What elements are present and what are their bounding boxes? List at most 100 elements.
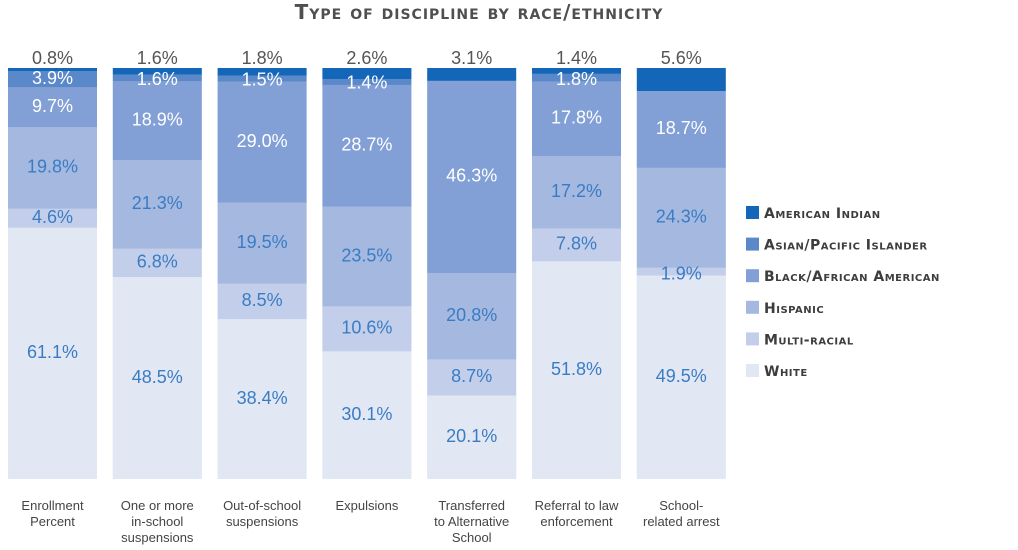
legend: American Indian Asian/Pacific Islander Bla… xyxy=(746,206,940,380)
bar-segment-black-african-american xyxy=(532,81,621,157)
bar-segment-multi-racial xyxy=(112,248,202,278)
legend-item-american-indian: American Indian xyxy=(746,206,881,222)
bar-segment-hispanic xyxy=(636,167,726,268)
bar-segment-multi-racial xyxy=(636,267,726,276)
bar-segment-hispanic xyxy=(322,206,412,307)
bar-segment-american-indian xyxy=(112,68,202,75)
data-label-black-african-american: 29.0% xyxy=(237,131,288,151)
data-label-hispanic: 24.3% xyxy=(656,207,707,227)
data-label-hispanic: 17.2% xyxy=(551,181,602,201)
labels-group: 61.1% 4.6% 19.8% 9.7% 3.9%0.8% Enrollment Perc… xyxy=(21,48,720,545)
bar-segment-white xyxy=(8,227,97,479)
bar-segment-multi-racial xyxy=(322,306,412,352)
legend-swatch xyxy=(746,300,759,314)
data-label-white: 30.1% xyxy=(341,404,392,424)
bar-segment-white xyxy=(322,351,412,479)
bar-segment-multi-racial xyxy=(217,283,307,320)
bar-segment-american-indian xyxy=(636,68,726,92)
bar-segment-hispanic xyxy=(8,127,97,209)
data-label-american-indian: 1.6% xyxy=(137,48,178,68)
bar-segment-multi-racial xyxy=(427,359,517,396)
bar-segment-asian-pacific-islander xyxy=(112,74,202,82)
legend-label: Asian/Pacific Islander xyxy=(764,238,928,254)
data-label-asian-pacific-islander: 1.8% xyxy=(556,69,597,89)
data-label-hispanic: 23.5% xyxy=(341,245,392,265)
bar-segment-black-african-american xyxy=(217,81,307,203)
legend-label: White xyxy=(764,364,808,380)
legend-item-asian-pacific-islander: Asian/Pacific Islander xyxy=(746,237,928,254)
bar-segment-hispanic xyxy=(532,156,621,229)
bar-segment-asian-pacific-islander xyxy=(217,75,307,82)
data-label-white: 48.5% xyxy=(132,367,183,387)
data-label-hispanic: 19.8% xyxy=(27,157,78,177)
data-label-american-indian: 3.1% xyxy=(451,48,492,68)
bar-segment-white xyxy=(217,319,307,479)
data-label-black-african-american: 28.7% xyxy=(341,135,392,155)
legend-swatch xyxy=(746,237,759,251)
bar-segment-black-african-american xyxy=(427,80,517,274)
bar-segment-black-african-american xyxy=(8,87,97,128)
legend-item-black-african-american: Black/African American xyxy=(746,269,940,285)
bar-segment-asian-pacific-islander xyxy=(532,73,621,82)
data-label-black-african-american: 9.7% xyxy=(32,96,73,116)
data-label-white: 51.8% xyxy=(551,359,602,379)
data-label-white: 20.1% xyxy=(446,426,497,446)
bar-segment-american-indian xyxy=(217,68,307,76)
data-label-multi-racial: 1.9% xyxy=(661,263,702,283)
data-label-american-indian: 1.4% xyxy=(556,48,597,68)
legend-label: Hispanic xyxy=(764,301,824,317)
legend-label: American Indian xyxy=(764,206,881,222)
bar-segment-multi-racial xyxy=(532,228,621,262)
data-label-black-african-american: 18.9% xyxy=(132,109,183,129)
data-label-hispanic: 19.5% xyxy=(237,232,288,252)
data-label-asian-pacific-islander: 1.6% xyxy=(137,69,178,89)
bar-segment-white xyxy=(112,277,202,479)
chart-title: Type of discipline by race/ethnicity xyxy=(295,0,664,24)
bar-segment-american-indian xyxy=(427,68,517,81)
category-label: Transferred to Alternative School xyxy=(434,498,509,545)
bar-segment-hispanic xyxy=(112,160,202,249)
category-label: Enrollment Percent xyxy=(21,498,84,529)
bars-group xyxy=(8,68,726,479)
data-label-black-african-american: 18.7% xyxy=(656,118,707,138)
bar-segment-black-african-american xyxy=(322,84,412,207)
legend-swatch xyxy=(746,332,759,346)
bar-segment-asian-pacific-islander xyxy=(322,79,412,85)
data-label-white: 49.5% xyxy=(656,366,707,386)
legend-label: Multi-racial xyxy=(764,332,854,348)
bar-segment-american-indian xyxy=(532,68,621,74)
data-label-white: 61.1% xyxy=(27,342,78,362)
data-label-asian-pacific-islander: 1.4% xyxy=(346,73,387,93)
data-label-white: 38.4% xyxy=(237,388,288,408)
data-label-hispanic: 21.3% xyxy=(132,193,183,213)
bar-segment-white xyxy=(427,395,517,479)
data-label-hispanic: 20.8% xyxy=(446,305,497,325)
bar-segment-multi-racial xyxy=(8,208,97,228)
bar-segment-white xyxy=(532,261,621,479)
data-label-american-indian: 2.6% xyxy=(346,48,387,68)
data-label-american-indian: 0.8% xyxy=(32,48,73,68)
category-label: School-related arrest xyxy=(643,498,720,529)
bar-segment-american-indian xyxy=(8,68,97,72)
legend-item-white: White xyxy=(746,364,808,380)
category-label: Out-of-school suspensions xyxy=(223,498,301,529)
data-label-asian-pacific-islander: 1.5% xyxy=(242,69,283,89)
category-label: Referral to law enforcement xyxy=(535,498,619,529)
data-label-multi-racial: 7.8% xyxy=(556,234,597,254)
legend-item-multi-racial: Multi-racial xyxy=(746,332,854,348)
data-label-multi-racial: 8.5% xyxy=(242,290,283,310)
legend-label: Black/African American xyxy=(764,269,940,285)
data-label-american-indian: 5.6% xyxy=(661,48,702,68)
legend-swatch xyxy=(746,206,759,219)
bar-segment-black-african-american xyxy=(636,91,726,168)
data-label-black-african-american: 17.8% xyxy=(551,108,602,128)
legend-swatch xyxy=(746,269,759,283)
category-label: One or more in-school suspensions xyxy=(121,498,194,545)
category-label: Expulsions xyxy=(335,498,398,513)
bar-segment-hispanic xyxy=(427,273,517,360)
bar-segment-american-indian xyxy=(322,68,412,80)
data-label-multi-racial: 10.6% xyxy=(341,318,392,338)
data-label-black-african-american: 46.3% xyxy=(446,166,497,186)
data-label-multi-racial: 6.8% xyxy=(137,252,178,272)
